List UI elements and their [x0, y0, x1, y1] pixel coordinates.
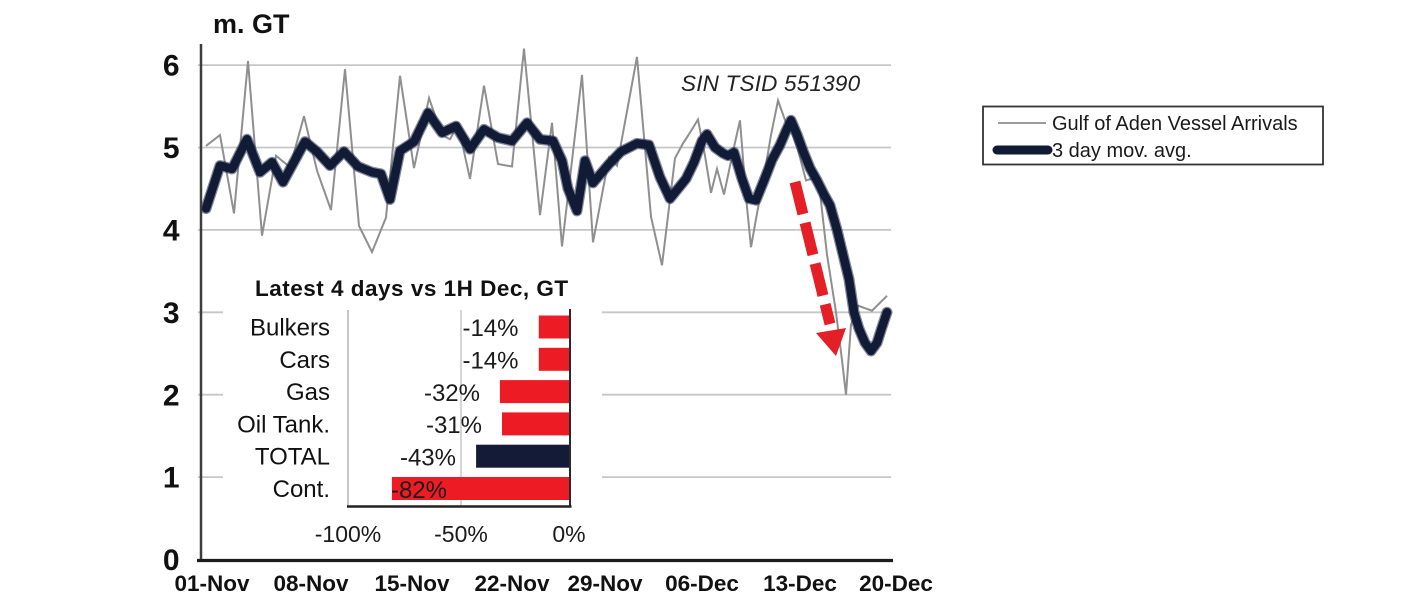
- svg-text:-43%: -43%: [400, 445, 456, 472]
- svg-text:29-Nov: 29-Nov: [567, 571, 643, 596]
- svg-text:06-Dec: 06-Dec: [665, 571, 739, 596]
- svg-text:-32%: -32%: [424, 380, 480, 407]
- svg-text:-82%: -82%: [391, 477, 447, 504]
- svg-text:08-Nov: 08-Nov: [273, 571, 349, 596]
- svg-text:15-Nov: 15-Nov: [374, 571, 450, 596]
- svg-text:0%: 0%: [552, 521, 585, 547]
- svg-text:6: 6: [163, 50, 180, 83]
- svg-text:Cont.: Cont.: [273, 476, 330, 503]
- svg-text:2: 2: [163, 379, 180, 412]
- svg-text:01-Nov: 01-Nov: [174, 571, 250, 596]
- svg-text:Oil Tank.: Oil Tank.: [237, 411, 330, 438]
- svg-text:-31%: -31%: [426, 412, 482, 439]
- svg-text:m. GT: m. GT: [213, 9, 290, 39]
- svg-text:13-Dec: 13-Dec: [763, 571, 837, 596]
- svg-text:20-Dec: 20-Dec: [859, 571, 933, 596]
- svg-text:-100%: -100%: [315, 521, 381, 547]
- svg-text:3 day mov. avg.: 3 day mov. avg.: [1052, 140, 1192, 162]
- svg-text:-14%: -14%: [462, 347, 518, 374]
- svg-text:Bulkers: Bulkers: [250, 315, 330, 342]
- svg-text:4: 4: [163, 215, 180, 248]
- svg-text:Gas: Gas: [286, 379, 330, 406]
- svg-text:TOTAL: TOTAL: [255, 444, 330, 471]
- svg-text:Cars: Cars: [279, 347, 330, 374]
- svg-text:0: 0: [163, 544, 180, 577]
- svg-text:Latest 4 days vs 1H Dec, GT: Latest 4 days vs 1H Dec, GT: [255, 276, 569, 301]
- svg-text:-50%: -50%: [434, 521, 488, 547]
- svg-text:5: 5: [163, 132, 180, 165]
- svg-text:3: 3: [163, 297, 180, 330]
- svg-text:22-Nov: 22-Nov: [474, 571, 550, 596]
- svg-text:Gulf of Aden Vessel Arrivals: Gulf of Aden Vessel Arrivals: [1052, 113, 1298, 135]
- svg-text:-14%: -14%: [462, 315, 518, 342]
- svg-text:1: 1: [163, 462, 180, 495]
- svg-text:SIN TSID 551390: SIN TSID 551390: [681, 71, 861, 96]
